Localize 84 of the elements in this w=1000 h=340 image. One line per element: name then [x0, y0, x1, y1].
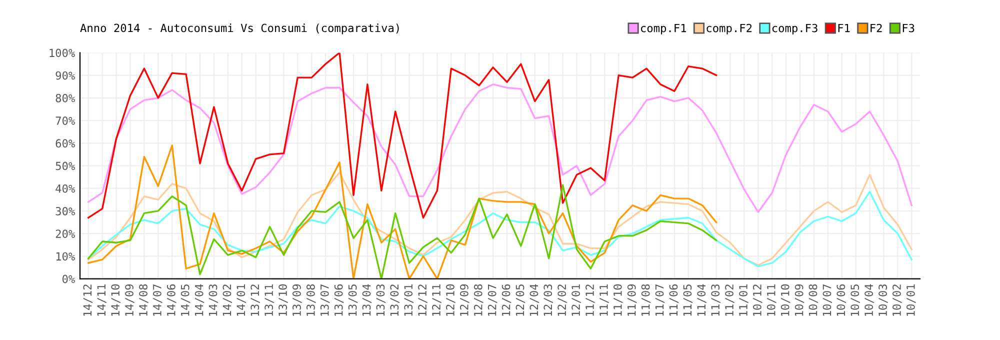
x-tick-label: 11/04: [697, 284, 706, 316]
x-tick-label: 11/03: [711, 284, 720, 316]
x-tick-label: 11/01: [739, 284, 748, 316]
x-tick-label: 14/04: [194, 284, 204, 316]
y-tick-label: 100%: [50, 48, 75, 58]
x-tick-label: 11/10: [613, 284, 623, 316]
x-tick-label: 14/10: [111, 284, 120, 316]
x-tick-label: 11/02: [725, 284, 734, 316]
x-tick-label: 10/06: [836, 284, 846, 316]
x-tick-label: 10/12: [752, 284, 762, 316]
x-tick-label: 12/08: [474, 284, 484, 316]
y-tick-label: 0%: [62, 274, 75, 284]
x-tick-label: 13/07: [320, 284, 330, 316]
x-tick-label: 12/06: [502, 284, 512, 316]
x-tick-label: 10/08: [808, 284, 818, 316]
x-tick-label: 14/06: [166, 284, 176, 316]
line-series: [88, 190, 912, 268]
chart-title: Anno 2014 - Autoconsumi Vs Consumi (comparativa): [80, 24, 399, 34]
line-series: [88, 84, 912, 213]
x-tick-label: 11/07: [655, 284, 665, 316]
x-tick-label: 11/11: [600, 284, 609, 316]
x-tick-label: 13/03: [376, 284, 386, 316]
x-tick-label: 13/02: [390, 284, 400, 316]
x-tick-label: 14/12: [83, 284, 92, 316]
y-tick-label: 80%: [56, 94, 75, 102]
legend-label: comp.F1: [641, 24, 686, 34]
y-tick-label: 90%: [56, 71, 75, 80]
x-tick-label: 10/05: [850, 284, 860, 316]
x-tick-label: 12/02: [558, 284, 567, 316]
x-tick-label: 13/09: [292, 284, 302, 316]
x-tick-label: 13/12: [250, 284, 260, 316]
x-tick-label: 13/10: [278, 284, 288, 316]
x-tick-label: 12/04: [530, 284, 540, 316]
y-tick-label: 70%: [56, 116, 75, 125]
x-tick-label: 12/05: [516, 284, 526, 316]
y-tick-label: 30%: [56, 206, 75, 216]
x-tick-label: 10/03: [878, 284, 888, 316]
x-tick-label: 14/09: [125, 284, 134, 316]
y-tick-label: 40%: [56, 184, 75, 193]
x-tick-label: 13/06: [334, 284, 344, 316]
x-tick-label: 12/01: [572, 284, 581, 316]
x-tick-label: 12/10: [446, 284, 456, 316]
x-tick-label: 11/09: [627, 284, 637, 316]
x-tick-label: 14/11: [97, 284, 106, 316]
x-tick-label: 10/07: [822, 284, 832, 316]
x-tick-label: 10/11: [766, 284, 776, 316]
x-tick-label: 13/11: [264, 284, 274, 316]
x-tick-label: 12/07: [488, 284, 498, 316]
x-tick-label: 11/12: [586, 284, 595, 316]
x-tick-label: 12/03: [544, 284, 553, 316]
x-tick-label: 14/08: [139, 284, 148, 316]
legend-label: comp.F3: [772, 24, 818, 34]
y-tick-label: 60%: [56, 139, 75, 148]
x-tick-label: 13/01: [404, 284, 414, 316]
x-tick-label: 14/02: [222, 284, 232, 316]
x-tick-label: 11/05: [683, 284, 692, 316]
x-tick-label: 10/09: [794, 284, 804, 316]
x-tick-label: 12/11: [432, 284, 442, 316]
x-tick-label: 11/08: [641, 284, 651, 316]
x-tick-label: 14/03: [208, 284, 218, 316]
x-tick-label: 14/05: [180, 284, 190, 316]
x-tick-label: 14/01: [236, 284, 246, 316]
x-tick-label: 11/06: [669, 284, 679, 316]
y-tick-label: 20%: [56, 230, 75, 238]
x-tick-label: 13/05: [348, 284, 358, 316]
legend-label: comp.F2: [706, 24, 752, 34]
y-tick-label: 10%: [56, 252, 75, 261]
x-tick-label: 13/04: [362, 284, 372, 316]
line-series: [88, 144, 718, 279]
legend-label: F2: [870, 24, 882, 32]
x-tick-label: 14/07: [152, 284, 162, 316]
x-tick-label: 13/08: [306, 284, 316, 316]
x-tick-label: 10/04: [864, 284, 874, 316]
legend-label: F3: [902, 24, 914, 32]
line-series: [88, 52, 718, 219]
legend-label: F1: [838, 24, 850, 32]
x-tick-label: 10/02: [892, 284, 902, 316]
y-tick-label: 50%: [56, 162, 75, 170]
x-tick-label: 12/12: [418, 284, 428, 316]
x-tick-label: 10/01: [906, 284, 916, 316]
x-tick-label: 10/10: [780, 284, 790, 316]
x-tick-label: 12/09: [460, 284, 470, 316]
line-series: [88, 184, 718, 279]
line-series: [88, 172, 912, 266]
